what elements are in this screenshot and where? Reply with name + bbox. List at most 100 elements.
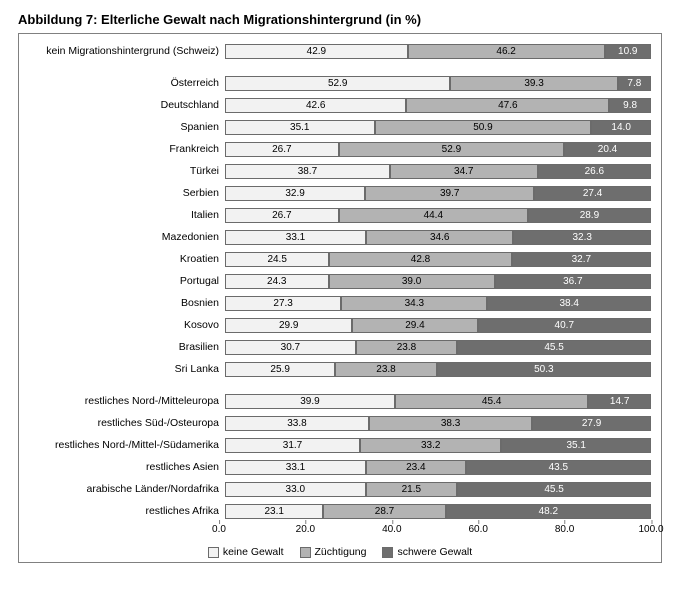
bar-segment: 39.7 xyxy=(365,186,534,201)
bar-segment: 23.8 xyxy=(356,340,457,355)
category-label: restliches Nord-/Mitteleuropa xyxy=(29,395,225,407)
bar-segment: 14.0 xyxy=(591,120,651,135)
legend-label-zuechtigung: Züchtigung xyxy=(315,546,367,558)
legend-label-keine-gewalt: keine Gewalt xyxy=(223,546,284,558)
legend-item-zuechtigung: Züchtigung xyxy=(300,546,367,558)
bar-track: 33.134.632.3 xyxy=(225,230,651,245)
x-tick: 100.0 xyxy=(638,524,663,535)
bar-segment: 48.2 xyxy=(446,504,651,519)
bar-row: restliches Afrika23.128.748.2 xyxy=(29,502,651,520)
bar-segment: 23.8 xyxy=(335,362,436,377)
bar-segment: 33.2 xyxy=(360,438,501,453)
bar-track: 42.647.69.8 xyxy=(225,98,651,113)
bar-row: Deutschland42.647.69.8 xyxy=(29,96,651,114)
x-axis-ticks: 0.020.040.060.080.0100.0 xyxy=(219,524,651,544)
bar-track: 23.128.748.2 xyxy=(225,504,651,519)
bar-segment: 30.7 xyxy=(225,340,356,355)
bar-track: 42.946.210.9 xyxy=(225,44,651,59)
bar-segment: 24.5 xyxy=(225,252,329,267)
bar-segment: 34.3 xyxy=(341,296,487,311)
bar-segment: 39.9 xyxy=(225,394,395,409)
bar-track: 38.734.726.6 xyxy=(225,164,651,179)
bar-track: 26.752.920.4 xyxy=(225,142,651,157)
bar-row: restliches Nord-/Mitteleuropa39.945.414.… xyxy=(29,392,651,410)
bar-segment: 26.6 xyxy=(538,164,651,179)
chart-container: kein Migrationshintergrund (Schweiz)42.9… xyxy=(18,33,662,563)
bar-segment: 7.8 xyxy=(618,76,651,91)
bar-segment: 45.5 xyxy=(457,482,651,497)
bar-track: 26.744.428.9 xyxy=(225,208,651,223)
legend-swatch-keine-gewalt xyxy=(208,547,219,558)
bar-segment: 34.6 xyxy=(366,230,513,245)
bar-row: kein Migrationshintergrund (Schweiz)42.9… xyxy=(29,42,651,60)
bar-segment: 45.5 xyxy=(457,340,651,355)
bar-segment: 44.4 xyxy=(339,208,528,223)
category-label: Bosnien xyxy=(29,297,225,309)
bar-segment: 38.3 xyxy=(369,416,532,431)
bar-segment: 23.1 xyxy=(225,504,323,519)
bar-track: 24.542.832.7 xyxy=(225,252,651,267)
legend-swatch-zuechtigung xyxy=(300,547,311,558)
category-label: arabische Länder/Nordafrika xyxy=(29,483,225,495)
bar-track: 33.123.443.5 xyxy=(225,460,651,475)
bar-track: 30.723.845.5 xyxy=(225,340,651,355)
category-label: Österreich xyxy=(29,77,225,89)
bar-segment: 39.3 xyxy=(450,76,617,91)
category-label: Spanien xyxy=(29,121,225,133)
x-tick: 0.0 xyxy=(212,524,226,535)
bar-row: Kroatien24.542.832.7 xyxy=(29,250,651,268)
bar-track: 39.945.414.7 xyxy=(225,394,651,409)
bar-segment: 9.8 xyxy=(609,98,651,113)
bar-segment: 43.5 xyxy=(466,460,651,475)
bar-segment: 40.7 xyxy=(478,318,651,333)
bar-segment: 42.6 xyxy=(225,98,406,113)
category-label: restliches Nord-/Mittel-/Südamerika xyxy=(29,439,225,451)
category-label: Portugal xyxy=(29,275,225,287)
bar-track: 33.021.545.5 xyxy=(225,482,651,497)
bar-segment: 33.8 xyxy=(225,416,369,431)
category-label: Serbien xyxy=(29,187,225,199)
bar-row: Frankreich26.752.920.4 xyxy=(29,140,651,158)
category-label: Sri Lanka xyxy=(29,363,225,375)
bar-segment: 29.9 xyxy=(225,318,352,333)
bar-segment: 50.9 xyxy=(375,120,592,135)
bar-track: 27.334.338.4 xyxy=(225,296,651,311)
category-label: Italien xyxy=(29,209,225,221)
bar-segment: 27.3 xyxy=(225,296,341,311)
category-label: kein Migrationshintergrund (Schweiz) xyxy=(29,45,225,57)
bar-segment: 14.7 xyxy=(588,394,651,409)
category-label: Kosovo xyxy=(29,319,225,331)
bar-segment: 47.6 xyxy=(406,98,609,113)
bar-segment: 46.2 xyxy=(408,44,605,59)
bar-track: 35.150.914.0 xyxy=(225,120,651,135)
category-label: Frankreich xyxy=(29,143,225,155)
legend-swatch-schwere-gewalt xyxy=(382,547,393,558)
bar-segment: 45.4 xyxy=(395,394,588,409)
bar-row: Brasilien30.723.845.5 xyxy=(29,338,651,356)
bar-segment: 33.1 xyxy=(225,460,366,475)
bar-row: arabische Länder/Nordafrika33.021.545.5 xyxy=(29,480,651,498)
bar-segment: 35.1 xyxy=(501,438,651,453)
bar-row: Mazedonien33.134.632.3 xyxy=(29,228,651,246)
bar-track: 31.733.235.1 xyxy=(225,438,651,453)
bar-row: restliches Nord-/Mittel-/Südamerika31.73… xyxy=(29,436,651,454)
bar-segment: 25.9 xyxy=(225,362,335,377)
bar-segment: 23.4 xyxy=(366,460,466,475)
bar-row: Sri Lanka25.923.850.3 xyxy=(29,360,651,378)
chart-legend: keine Gewalt Züchtigung schwere Gewalt xyxy=(29,546,651,558)
bar-segment: 29.4 xyxy=(352,318,477,333)
bar-segment: 31.7 xyxy=(225,438,360,453)
legend-item-keine-gewalt: keine Gewalt xyxy=(208,546,284,558)
category-label: restliches Afrika xyxy=(29,505,225,517)
bar-track: 25.923.850.3 xyxy=(225,362,651,377)
category-label: Türkei xyxy=(29,165,225,177)
bar-segment: 33.0 xyxy=(225,482,366,497)
bar-segment: 27.4 xyxy=(534,186,651,201)
bar-segment: 24.3 xyxy=(225,274,329,289)
bar-row: Türkei38.734.726.6 xyxy=(29,162,651,180)
legend-item-schwere-gewalt: schwere Gewalt xyxy=(382,546,472,558)
bar-row: Österreich52.939.37.8 xyxy=(29,74,651,92)
x-tick: 20.0 xyxy=(296,524,315,535)
bar-segment: 38.7 xyxy=(225,164,390,179)
bar-segment: 27.9 xyxy=(532,416,651,431)
